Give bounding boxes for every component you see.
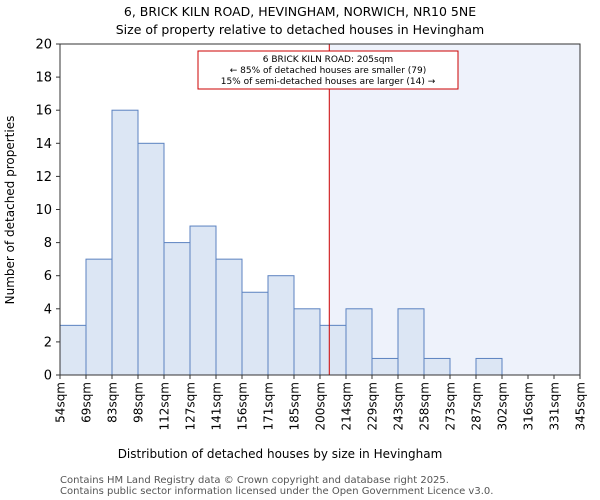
x-tick-label: 98sqm xyxy=(132,382,146,423)
x-tick-label: 331sqm xyxy=(548,382,562,430)
x-tick-label: 83sqm xyxy=(106,382,120,423)
bar-200sqm xyxy=(319,324,347,376)
y-tick-label: 20 xyxy=(35,38,52,53)
y-tick-label: 18 xyxy=(35,71,52,86)
bar-127sqm xyxy=(189,225,217,376)
bar-83sqm xyxy=(111,109,139,376)
chart-title: 6, BRICK KILN ROAD, HEVINGHAM, NORWICH, … xyxy=(124,4,476,19)
footer-line2: Contains public sector information licen… xyxy=(60,486,493,497)
x-tick-label: 345sqm xyxy=(574,382,588,430)
x-tick-label: 156sqm xyxy=(236,382,250,430)
y-axis-label: Number of detached properties xyxy=(3,116,17,305)
y-tick-label: 4 xyxy=(44,302,52,317)
y-tick-label: 12 xyxy=(35,170,52,185)
bar-156sqm xyxy=(241,291,269,376)
x-tick-label: 127sqm xyxy=(184,382,198,430)
x-tick-label: 214sqm xyxy=(340,382,354,430)
x-axis-label: Distribution of detached houses by size … xyxy=(118,447,443,461)
y-tick-label: 2 xyxy=(44,335,52,350)
bar-171sqm xyxy=(267,275,295,376)
x-tick-label: 171sqm xyxy=(262,382,276,430)
annotation-frame xyxy=(197,50,459,90)
y-tick-label: 14 xyxy=(35,137,52,152)
bar-229sqm xyxy=(371,357,399,376)
bars-group xyxy=(59,109,503,376)
footer-line1: Contains HM Land Registry data © Crown c… xyxy=(60,475,449,486)
x-tick-label: 200sqm xyxy=(314,382,328,430)
x-tick-label: 185sqm xyxy=(288,382,302,430)
x-tick-label: 258sqm xyxy=(418,382,432,430)
x-axis: 54sqm 69sqm 83sqm 98sqm 112sqm 127sqm 141sqm 15… xyxy=(54,375,588,430)
chart-subtitle: Size of property relative to detached ho… xyxy=(116,22,485,37)
y-tick-label: 16 xyxy=(35,104,52,119)
annotation-line2: ← 85% of detached houses are smaller (79… xyxy=(230,66,427,76)
bar-214sqm xyxy=(345,308,373,376)
x-tick-label: 302sqm xyxy=(496,382,510,430)
bar-243sqm xyxy=(397,308,425,376)
x-tick-label: 273sqm xyxy=(444,382,458,430)
x-tick-label: 316sqm xyxy=(522,382,536,430)
bar-112sqm xyxy=(163,242,191,376)
annotation-box: 6 BRICK KILN ROAD: 205sqm ← 85% of detac… xyxy=(197,50,459,90)
bar-54sqm xyxy=(59,324,87,376)
y-tick-label: 6 xyxy=(44,269,52,284)
y-tick-label: 10 xyxy=(35,203,52,218)
bar-69sqm xyxy=(85,258,113,376)
x-tick-label: 69sqm xyxy=(80,382,94,423)
annotation-line3: 15% of semi-detached houses are larger (… xyxy=(221,77,436,87)
x-tick-label: 54sqm xyxy=(54,382,68,423)
x-tick-label: 112sqm xyxy=(158,382,172,430)
plot-area: 0 2 4 6 8 10 12 14 16 18 20 54sqm 69sqm 83sqm 98sqm 11… xyxy=(35,38,587,431)
bar-185sqm xyxy=(293,308,321,376)
x-tick-label: 287sqm xyxy=(470,382,484,430)
bar-141sqm xyxy=(215,258,243,376)
y-tick-label: 0 xyxy=(44,369,52,384)
x-tick-label: 141sqm xyxy=(210,382,224,430)
bar-98sqm xyxy=(137,142,165,376)
bar-287sqm xyxy=(475,357,503,376)
y-axis: 0 2 4 6 8 10 12 14 16 18 20 xyxy=(35,38,60,384)
annotation-line1: 6 BRICK KILN ROAD: 205sqm xyxy=(263,55,393,65)
y-tick-label: 8 xyxy=(44,236,52,251)
x-tick-label: 243sqm xyxy=(392,382,406,430)
x-tick-label: 229sqm xyxy=(366,382,380,430)
bar-258sqm xyxy=(423,357,451,376)
